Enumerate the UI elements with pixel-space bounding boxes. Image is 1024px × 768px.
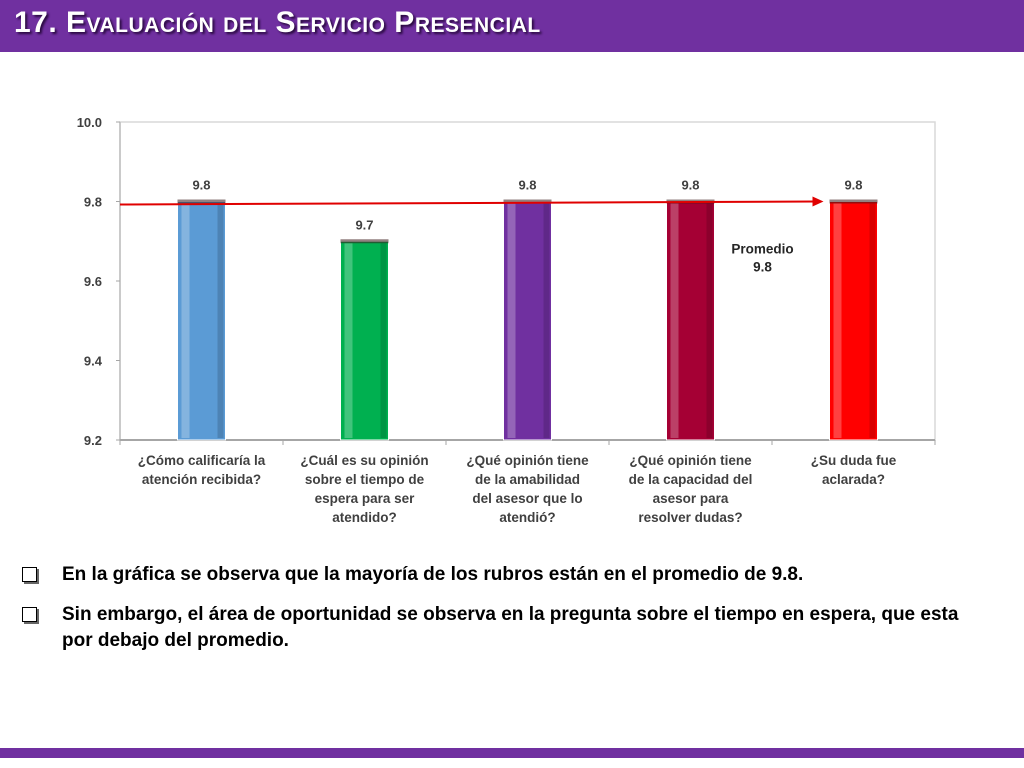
category-label: sobre el tiempo de [305, 472, 425, 487]
y-tick-label: 10.0 [77, 115, 102, 130]
category-label: ¿Cuál es su opinión [300, 453, 428, 468]
bar-highlight [181, 203, 190, 438]
average-line [119, 200, 816, 206]
bar-cap [177, 199, 226, 204]
bar [503, 201, 552, 441]
bar [340, 240, 389, 441]
bar-shade [380, 243, 387, 438]
bar-value-label: 9.7 [355, 217, 373, 232]
bullet-item: En la gráfica se observa que la mayoría … [20, 562, 980, 588]
bar-highlight [670, 203, 679, 438]
category-label: atendió? [499, 510, 555, 525]
bullet-list: En la gráfica se observa que la mayoría … [20, 562, 980, 668]
page-title: 17. Evaluación del Servicio Presencial [14, 6, 541, 39]
category-label: resolver dudas? [638, 510, 742, 525]
category-label: ¿Cómo calificaría la [138, 453, 266, 468]
bar-value-label: 9.8 [518, 178, 536, 193]
bar-value-label: 9.8 [681, 178, 699, 193]
y-tick-label: 9.4 [84, 354, 103, 369]
category-label: de la capacidad del [629, 472, 753, 487]
y-tick-label: 9.2 [84, 433, 102, 448]
bar-highlight [833, 203, 842, 438]
bar [177, 201, 226, 441]
bar-chart: 9.2 9.4 9.6 9.8 10.0 9.8 ¿Cómo calificaría la a… [77, 115, 936, 525]
bar-cap [829, 199, 878, 204]
bottom-bar [0, 748, 1024, 758]
title-bar: 17. Evaluación del Servicio Presencial [0, 0, 1024, 52]
category-label: ¿Qué opinión tiene [466, 453, 589, 468]
category-label: atención recibida? [142, 472, 261, 487]
category-label: atendido? [332, 510, 397, 525]
category-label: de la amabilidad [475, 472, 580, 487]
bar-cap [503, 199, 552, 204]
bar-shade [543, 203, 550, 438]
average-arrow-head [812, 196, 824, 207]
checkbox-bullet-icon [22, 567, 37, 582]
y-tick-label: 9.8 [84, 195, 102, 210]
bullet-text: En la gráfica se observa que la mayoría … [62, 564, 804, 585]
bar-cap [340, 239, 389, 244]
checkbox-bullet-icon [22, 607, 37, 622]
category-label: del asesor que lo [472, 491, 582, 506]
category-label: espera para ser [315, 491, 416, 506]
bar-highlight [344, 243, 353, 438]
bar-shade [869, 203, 876, 438]
bullet-item: Sin embargo, el área de oportunidad se o… [20, 602, 980, 654]
bar-value-label: 9.8 [844, 178, 862, 193]
bar-shade [706, 203, 713, 438]
bar-value-label: 9.8 [192, 178, 210, 193]
category-label: asesor para [653, 491, 729, 506]
y-tick-label: 9.6 [84, 274, 102, 289]
average-annotation: 9.8 [753, 260, 772, 275]
bullet-text: Sin embargo, el área de oportunidad se o… [62, 604, 959, 651]
category-label: ¿Qué opinión tiene [629, 453, 752, 468]
category-label: aclarada? [822, 472, 885, 487]
category-label: ¿Su duda fue [811, 453, 897, 468]
bar [666, 201, 715, 441]
bar-highlight [507, 203, 516, 438]
average-annotation: Promedio [731, 242, 793, 257]
bar [829, 201, 878, 441]
bar-shade [217, 203, 224, 438]
